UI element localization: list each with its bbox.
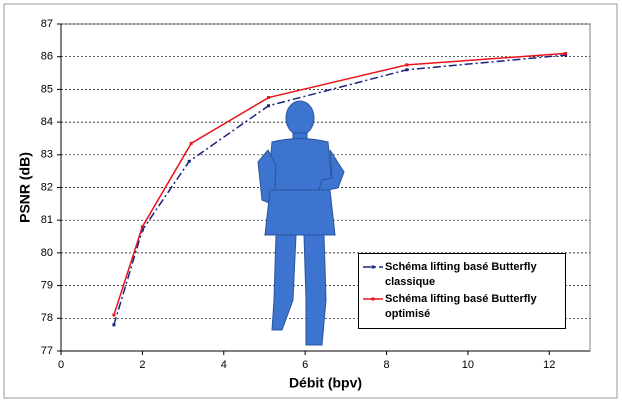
legend-swatch <box>363 265 383 269</box>
legend-label: Schéma lifting basé Butterfly classique <box>385 261 537 288</box>
x-tick-label: 12 <box>543 359 555 371</box>
legend-label: Schéma lifting basé Butterfly optimisé <box>385 293 537 320</box>
y-tick-label: 79 <box>41 280 53 292</box>
point-marker <box>112 313 116 317</box>
x-tick-label: 6 <box>302 359 308 371</box>
y-tick-label: 83 <box>41 149 53 161</box>
point-marker <box>112 323 116 327</box>
legend-item: Schéma lifting basé Butterfly classique <box>361 260 563 290</box>
robot-figure <box>257 100 345 346</box>
x-tick-label: 10 <box>462 359 474 371</box>
point-marker <box>267 104 271 108</box>
point-marker <box>564 51 568 55</box>
point-marker <box>564 53 568 57</box>
legend-swatch <box>363 297 383 301</box>
legend-marker <box>371 297 375 301</box>
series-line <box>113 52 566 316</box>
point-marker <box>405 63 409 67</box>
point-marker <box>405 68 409 72</box>
y-tick-label: 84 <box>41 116 53 128</box>
legend: Schéma lifting basé Butterfly classique S… <box>358 253 566 329</box>
series-line <box>113 54 566 326</box>
point-marker <box>140 225 144 229</box>
y-tick-label: 80 <box>41 247 53 259</box>
x-tick-label: 4 <box>221 359 227 371</box>
legend-item: Schéma lifting basé Butterfly optimisé <box>361 292 563 322</box>
point-marker <box>267 96 271 100</box>
y-tick-label: 78 <box>41 312 53 324</box>
point-marker <box>140 228 144 232</box>
y-tick-label: 77 <box>41 345 53 357</box>
y-tick-label: 86 <box>41 51 53 63</box>
y-tick-label: 81 <box>41 214 53 226</box>
y-axis-title: PSNR (dB) <box>17 152 33 223</box>
y-tick-label: 85 <box>41 83 53 95</box>
x-tick-label: 8 <box>383 359 389 371</box>
point-marker <box>189 141 193 145</box>
x-tick-label: 0 <box>58 359 64 371</box>
legend-marker <box>371 265 375 269</box>
point-marker <box>187 159 191 163</box>
x-axis-title: Débit (bpv) <box>289 375 362 391</box>
y-tick-label: 82 <box>41 181 53 193</box>
x-tick-label: 2 <box>139 359 145 371</box>
y-tick-label: 87 <box>41 18 53 30</box>
